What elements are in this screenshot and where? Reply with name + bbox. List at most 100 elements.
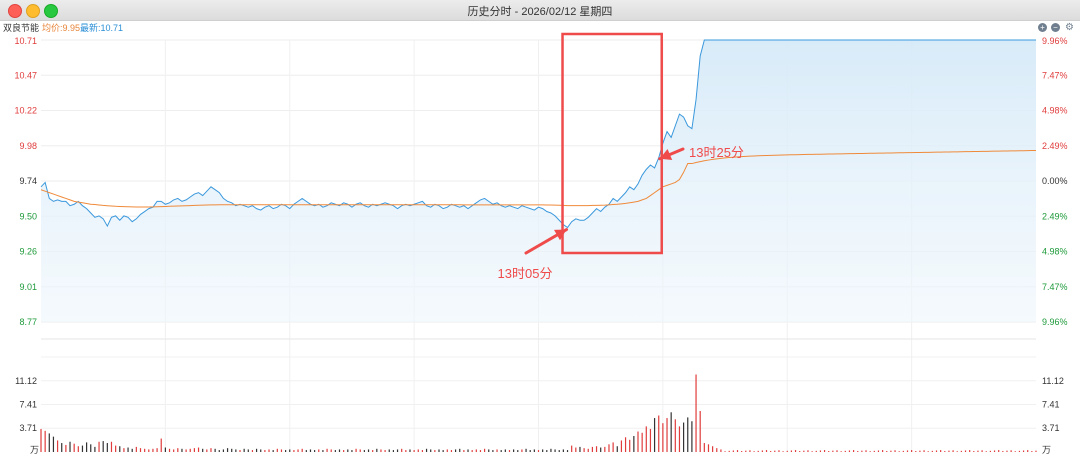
volume-bar [48, 433, 50, 452]
volume-bar [438, 449, 440, 452]
volume-bar [206, 449, 208, 452]
volume-bar [774, 450, 776, 452]
volume-bar [886, 451, 888, 452]
zoom-in-icon[interactable]: + [1038, 23, 1047, 32]
volume-bar [347, 449, 349, 452]
average-line [40, 149, 1037, 208]
volume-bar [691, 421, 693, 452]
minimize-window-button[interactable] [26, 4, 40, 18]
volume-bar [857, 451, 859, 452]
volume-bar [1035, 450, 1037, 452]
percent-tick-label: 2.49% [1042, 211, 1068, 221]
volume-bar [753, 451, 755, 452]
gear-icon[interactable]: ⚙ [1065, 22, 1074, 33]
volume-bar [285, 450, 287, 452]
volume-bar [865, 450, 867, 452]
volume-bar [799, 451, 801, 452]
volume-bar [931, 450, 933, 452]
volume-bar [645, 426, 647, 452]
volume-bar [243, 448, 245, 452]
volume-bars [40, 374, 1037, 452]
price-tick-label: 9.01 [19, 282, 37, 292]
volume-bar [508, 450, 511, 452]
volume-bar [44, 430, 46, 452]
volume-bar [372, 450, 374, 452]
volume-bar [832, 450, 834, 452]
volume-bar [189, 448, 191, 452]
volume-bar [392, 450, 394, 452]
volume-bar [703, 443, 705, 452]
volume-bar [1002, 451, 1004, 452]
volume-bar [969, 450, 971, 452]
volume-bar [683, 422, 685, 452]
volume-bar [724, 451, 726, 452]
volume-bar [442, 450, 444, 452]
volume-bar [255, 448, 258, 452]
volume-bar [736, 450, 739, 452]
volume-bar [981, 450, 983, 452]
volume-bar [852, 450, 855, 452]
volume-bar [687, 417, 689, 452]
volume-bar [434, 450, 436, 452]
volume-bar [658, 415, 660, 452]
latest-price-label: 最新:10.71 [80, 23, 124, 33]
volume-bar [297, 449, 299, 452]
volume-bar [363, 450, 365, 452]
volume-bar [823, 450, 826, 452]
zoom-out-icon[interactable]: − [1051, 23, 1060, 32]
volume-bar [293, 450, 295, 452]
volume-bar [351, 450, 353, 452]
volume-bar [554, 449, 556, 452]
volume-tick-label: 11.12 [15, 376, 37, 386]
volume-bar [674, 419, 676, 452]
volume-bar [513, 449, 515, 452]
volume-bar [848, 450, 851, 452]
volume-bar [231, 448, 233, 452]
volume-bar [359, 449, 361, 452]
volume-bar [923, 450, 925, 452]
volume-bar [761, 450, 763, 452]
volume-bar [782, 451, 784, 452]
volume-bar [989, 450, 991, 452]
volume-bar [591, 446, 593, 452]
volume-bar [819, 450, 822, 452]
percent-tick-label: 0.00% [1042, 176, 1068, 186]
price-tick-label: 10.71 [14, 36, 37, 46]
volume-bar [430, 449, 432, 452]
volume-bar [139, 448, 142, 452]
volume-bar [268, 449, 270, 452]
maximize-window-button[interactable] [44, 4, 58, 18]
volume-bar [388, 449, 390, 452]
volume-bar [152, 448, 154, 452]
volume-bar [940, 450, 942, 452]
volume-bar [173, 449, 175, 452]
close-window-button[interactable] [8, 4, 22, 18]
stock-name: 双良节能 [3, 23, 40, 33]
series-lines [40, 39, 1037, 229]
volume-bar [919, 450, 921, 452]
volume-bar [131, 448, 133, 452]
volume-bar [144, 448, 146, 452]
volume-bar [492, 450, 494, 452]
price-tick-label: 8.77 [19, 317, 37, 327]
volume-bar [309, 449, 312, 452]
volume-bar [471, 450, 473, 452]
volume-bar [699, 411, 701, 452]
volume-unit-label: 万 [1042, 445, 1051, 455]
volume-bar [550, 448, 552, 452]
volume-bar [566, 450, 569, 452]
volume-bar [500, 450, 502, 452]
annotation-label-1325: 13时25分 [689, 145, 744, 160]
volume-bar [168, 448, 171, 452]
volume-bar [106, 443, 108, 452]
volume-bar [127, 447, 129, 452]
volume-bar [330, 449, 332, 452]
volume-bar [459, 448, 461, 452]
volume-bar [276, 448, 278, 452]
volume-bar [595, 446, 598, 452]
volume-bar [56, 440, 59, 452]
volume-bar [973, 451, 975, 452]
volume-bar [417, 449, 419, 452]
volume-bar [579, 446, 581, 452]
